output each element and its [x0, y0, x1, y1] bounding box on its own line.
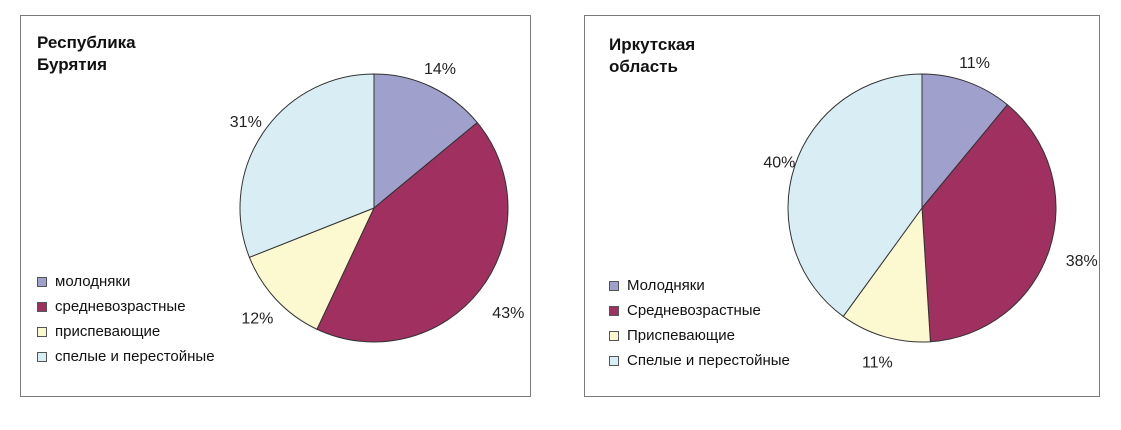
- chart-title: Республика Бурятия: [37, 32, 136, 76]
- slice-percent-label: 43%: [492, 305, 524, 322]
- legend-item: спелые и перестойные: [37, 344, 215, 369]
- chart-title: Иркутская область: [609, 34, 695, 78]
- legend-label: Молодняки: [627, 277, 705, 294]
- pie-slice: [921, 104, 1057, 343]
- pie-chart: 11% 38% 11% 40%: [763, 55, 1098, 372]
- slice-percent-label: 11%: [959, 55, 990, 72]
- legend-label: Приспевающие: [627, 327, 735, 344]
- pie-slice: [373, 73, 478, 210]
- legend-label: Спелые и перестойные: [627, 352, 790, 369]
- pie-slice: [787, 73, 923, 318]
- legend-label: молодняки: [55, 273, 131, 290]
- chart-title-line: Иркутская: [609, 35, 696, 54]
- chart-title-line: Республика: [37, 33, 136, 52]
- legend-item: Приспевающие: [609, 323, 790, 348]
- legend-swatch: [37, 276, 47, 287]
- legend-label: приспевающие: [55, 323, 161, 340]
- slice-percent-label: 11%: [862, 355, 893, 372]
- pie-slice: [842, 206, 931, 343]
- legend-label: спелые и перестойные: [55, 348, 215, 365]
- legend-item: средневозрастные: [37, 294, 215, 319]
- legend-item: Молодняки: [609, 273, 790, 298]
- chart-title-line: область: [609, 57, 678, 76]
- pie-slice: [921, 73, 1009, 210]
- legend-swatch: [609, 330, 619, 341]
- pie-slice: [239, 73, 375, 258]
- legend-item: Спелые и перестойные: [609, 348, 790, 373]
- chart-title-line: Бурятия: [37, 55, 108, 74]
- slice-percent-label: 40%: [763, 155, 795, 172]
- legend-item: молодняки: [37, 269, 215, 294]
- legend-label: Средневозрастные: [627, 302, 761, 319]
- slice-percent-label: 12%: [241, 311, 273, 328]
- legend-swatch: [37, 301, 47, 312]
- pie-chart: 14% 43% 12% 31%: [230, 61, 524, 343]
- legend-label: средневозрастные: [55, 298, 186, 315]
- legend-swatch: [37, 326, 47, 337]
- legend-item: приспевающие: [37, 319, 215, 344]
- legend: молодняки средневозрастные приспевающие …: [37, 269, 215, 369]
- legend-swatch: [37, 351, 47, 362]
- legend-swatch: [609, 355, 619, 366]
- chart-panel-buryatia: Республика Бурятия 14% 43% 12% 31% молодняк…: [20, 15, 531, 397]
- pie-slice: [248, 207, 375, 330]
- legend-swatch: [609, 280, 619, 291]
- slice-percent-label: 38%: [1066, 253, 1098, 270]
- slice-percent-label: 31%: [230, 114, 262, 131]
- slice-percent-label: 14%: [424, 61, 456, 78]
- pie-slice: [316, 121, 509, 343]
- legend-swatch: [609, 305, 619, 316]
- legend: Молодняки Средневозрастные Приспевающие …: [609, 273, 790, 373]
- chart-panel-irkutsk: Иркутская область 11% 38% 11% 40% Молодняки…: [584, 15, 1100, 397]
- legend-item: Средневозрастные: [609, 298, 790, 323]
